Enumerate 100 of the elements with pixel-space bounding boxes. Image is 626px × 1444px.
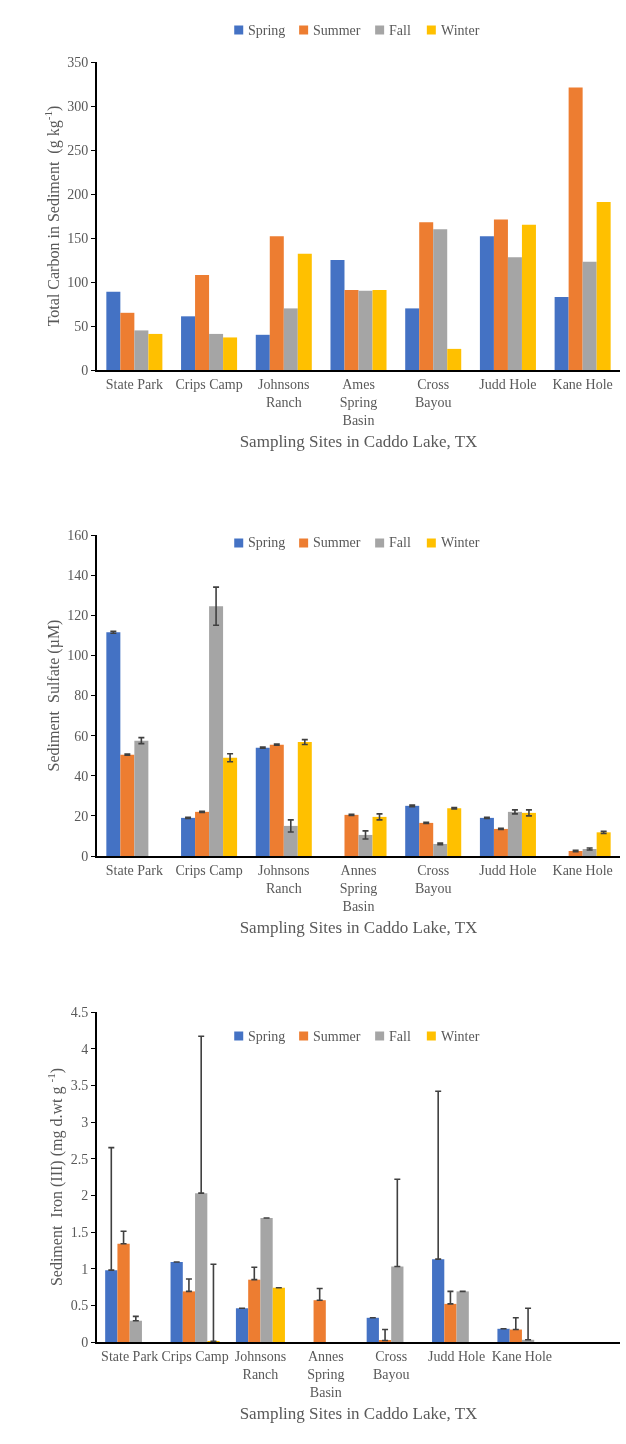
x-tick-label: Judd Hole (479, 862, 537, 878)
x-tick-label: Cross Bayou (414, 376, 452, 410)
bar (479, 236, 494, 370)
x-tick-label: Crips Camp (175, 376, 243, 392)
bar (479, 817, 494, 856)
y-tick-label: 350 (67, 54, 89, 70)
bar (344, 814, 359, 856)
x-tick-label: Ames Spring Basin (339, 376, 378, 429)
x-tick-label: State Park (105, 376, 163, 392)
legend-label: Summer (313, 1029, 361, 1044)
bar (419, 822, 434, 856)
x-tick-label: State Park (101, 1348, 159, 1364)
y-tick-label: 0 (81, 848, 89, 864)
y-tick-label: 150 (67, 230, 89, 246)
bar (493, 828, 508, 856)
bar (182, 1291, 196, 1342)
bar (521, 812, 536, 856)
bar (313, 1300, 326, 1342)
bar (269, 744, 284, 856)
bar (405, 308, 420, 370)
bar (497, 1328, 510, 1342)
bar (366, 1317, 379, 1342)
bar (134, 330, 149, 370)
bar (330, 260, 345, 370)
legend-label: Fall (389, 535, 411, 550)
bar (195, 274, 210, 370)
bar (170, 1262, 183, 1342)
x-tick-label: Kane Hole (552, 376, 613, 392)
bar (444, 1303, 457, 1342)
bar (209, 606, 224, 856)
legend-label: Winter (441, 535, 480, 550)
y-tick-label: 140 (67, 568, 89, 584)
bar (372, 816, 387, 856)
y-tick-label: 200 (67, 186, 89, 202)
legend-label: Spring (248, 23, 286, 38)
y-axis-title: Sediment Sulfate (µM) (44, 619, 63, 772)
bar (260, 1218, 273, 1342)
bar (148, 333, 163, 370)
bar (248, 1279, 261, 1342)
y-tick-label: 50 (74, 318, 89, 334)
x-tick-label: Judd Hole (479, 376, 537, 392)
bar (272, 1287, 285, 1342)
y-tick-label: 60 (74, 728, 89, 744)
bar (105, 1270, 118, 1342)
legend-label: Summer (313, 535, 361, 550)
bar (117, 1243, 130, 1342)
bar (433, 843, 448, 856)
bar (358, 290, 373, 370)
x-tick-label: Cross Bayou (372, 1348, 410, 1382)
bar (568, 87, 583, 370)
y-tick-label: 4.5 (70, 1004, 89, 1020)
x-tick-label: Johnsons Ranch (234, 1348, 287, 1382)
bar (493, 219, 508, 370)
x-tick-label: Johnsons Ranch (258, 862, 310, 896)
y-tick-label: 100 (67, 648, 89, 664)
bar (269, 236, 284, 370)
y-tick-label: 0 (81, 362, 89, 378)
bar (432, 1259, 445, 1342)
x-tick-label: Kane Hole (491, 1348, 553, 1364)
bar (405, 805, 420, 856)
bar (358, 834, 373, 856)
y-tick-label: 40 (74, 768, 89, 784)
y-tick-label: 160 (67, 527, 89, 543)
bar (255, 747, 270, 856)
bar (120, 754, 135, 856)
legend-label: Winter (441, 1029, 480, 1044)
bar (344, 289, 359, 370)
y-tick-label: 4 (81, 1041, 89, 1057)
bar (209, 333, 224, 370)
bar (134, 740, 149, 856)
bar (195, 811, 210, 856)
legend-label: Spring (248, 535, 286, 550)
y-tick-label: 100 (67, 274, 89, 290)
y-tick-label: 120 (67, 608, 89, 624)
y-tick-label: 250 (67, 142, 89, 158)
bar (297, 253, 312, 370)
bar (255, 334, 270, 370)
bar (507, 811, 522, 856)
bar (106, 291, 121, 370)
y-tick-label: 300 (67, 98, 89, 114)
y-tick-label: 3.5 (70, 1078, 89, 1094)
y-tick-label: 1 (81, 1261, 89, 1277)
bar (129, 1320, 142, 1342)
y-tick-label: 20 (74, 808, 89, 824)
bar (372, 289, 387, 370)
bar (235, 1308, 249, 1342)
bar (181, 817, 196, 856)
bar (419, 222, 434, 370)
x-tick-label: Annes Spring Basin (307, 1348, 345, 1401)
y-tick-label: 1.5 (70, 1224, 89, 1240)
bar (223, 337, 238, 370)
legend-label: Fall (389, 1029, 411, 1044)
bar (456, 1291, 469, 1342)
bar (120, 312, 135, 370)
y-tick-label: 3 (81, 1114, 89, 1130)
bar (391, 1266, 404, 1342)
y-tick-label: 2.5 (70, 1151, 89, 1167)
legend-label: Spring (248, 1029, 286, 1044)
x-tick-label: Crips Camp (161, 1348, 229, 1364)
x-tick-label: Judd Hole (427, 1348, 486, 1364)
